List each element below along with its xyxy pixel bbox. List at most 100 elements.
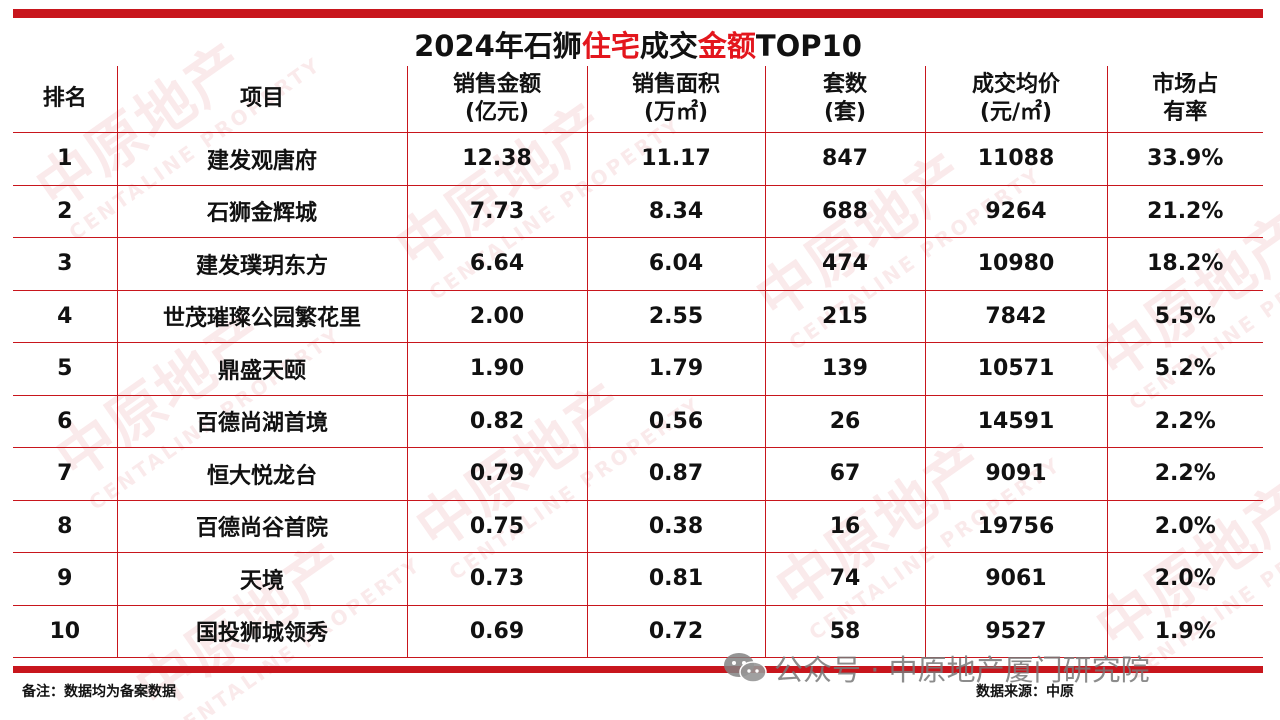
cell-sales-area: 0.87 [586, 447, 766, 501]
cell-project: 国投狮城领秀 [116, 604, 408, 658]
cell-sales-amount: 7.73 [406, 184, 588, 238]
page-title: 2024年石狮住宅成交金额TOP10 [13, 26, 1263, 66]
header-sales-amount: 销售金额 (亿元) [406, 66, 588, 133]
title-part: TOP10 [755, 29, 862, 63]
cell-units: 474 [764, 237, 926, 291]
cell-market-share: 2.2% [1106, 394, 1263, 448]
cell-project: 鼎盛天颐 [116, 342, 408, 396]
cell-rank: 5 [13, 342, 118, 396]
cell-units: 58 [764, 604, 926, 658]
cell-avg-price: 19756 [924, 499, 1108, 553]
cell-market-share: 21.2% [1106, 184, 1263, 238]
cell-avg-price: 9061 [924, 552, 1108, 606]
cell-project: 建发观唐府 [116, 132, 408, 186]
cell-market-share: 1.9% [1106, 604, 1263, 658]
cell-sales-amount: 12.38 [406, 132, 588, 186]
table-row: 6 百德尚湖首境 0.82 0.56 26 14591 2.2% [13, 394, 1263, 448]
table-row: 7 恒大悦龙台 0.79 0.87 67 9091 2.2% [13, 447, 1263, 501]
top-accent-bar [13, 9, 1263, 18]
cell-project: 恒大悦龙台 [116, 447, 408, 501]
cell-sales-area: 6.04 [586, 237, 766, 291]
footnote: 备注：数据均为备案数据 [22, 684, 176, 700]
title-highlight: 金额 [697, 29, 756, 63]
cell-avg-price: 9091 [924, 447, 1108, 501]
cell-units: 74 [764, 552, 926, 606]
cell-avg-price: 11088 [924, 132, 1108, 186]
cell-units: 688 [764, 184, 926, 238]
cell-sales-amount: 0.82 [406, 394, 588, 448]
table-row: 1 建发观唐府 12.38 11.17 847 11088 33.9% [13, 132, 1263, 186]
cell-sales-area: 11.17 [586, 132, 766, 186]
cell-rank: 9 [13, 552, 118, 606]
cell-sales-area: 1.79 [586, 342, 766, 396]
social-account: 公众号 · 中原地产厦门研究院 [722, 648, 1150, 688]
cell-sales-amount: 0.79 [406, 447, 588, 501]
cell-rank: 2 [13, 184, 118, 238]
cell-rank: 7 [13, 447, 118, 501]
cell-project: 百德尚湖首境 [116, 394, 408, 448]
header-units: 套数 (套) [764, 66, 926, 133]
cell-rank: 8 [13, 499, 118, 553]
cell-market-share: 5.2% [1106, 342, 1263, 396]
table-row: 5 鼎盛天颐 1.90 1.79 139 10571 5.2% [13, 342, 1263, 396]
title-part: 成交 [639, 29, 698, 63]
ranking-table: 排名 项目 销售金额 (亿元) 销售面积 (万㎡) 套数 (套) 成交均价 (元/㎡) … [13, 66, 1263, 658]
cell-market-share: 2.0% [1106, 552, 1263, 606]
cell-sales-area: 0.81 [586, 552, 766, 606]
cell-avg-price: 10980 [924, 237, 1108, 291]
cell-market-share: 33.9% [1106, 132, 1263, 186]
cell-project: 百德尚谷首院 [116, 499, 408, 553]
title-part: 2024年石狮 [414, 29, 582, 63]
header-market-share: 市场占 有率 [1106, 66, 1263, 133]
cell-rank: 10 [13, 604, 118, 658]
cell-sales-area: 8.34 [586, 184, 766, 238]
cell-rank: 6 [13, 394, 118, 448]
cell-sales-amount: 0.69 [406, 604, 588, 658]
social-label: 公众号 · 中原地产厦门研究院 [774, 653, 1150, 687]
cell-rank: 3 [13, 237, 118, 291]
cell-units: 847 [764, 132, 926, 186]
cell-sales-area: 0.56 [586, 394, 766, 448]
cell-project: 石狮金辉城 [116, 184, 408, 238]
cell-sales-amount: 2.00 [406, 289, 588, 343]
cell-avg-price: 10571 [924, 342, 1108, 396]
bottom-accent-bar [13, 666, 1263, 673]
table-row: 9 天境 0.73 0.81 74 9061 2.0% [13, 552, 1263, 606]
cell-avg-price: 9527 [924, 604, 1108, 658]
header-avg-price: 成交均价 (元/㎡) [924, 66, 1108, 133]
cell-project: 世茂璀璨公园繁花里 [116, 289, 408, 343]
table-row: 4 世茂璀璨公园繁花里 2.00 2.55 215 7842 5.5% [13, 289, 1263, 343]
wechat-icon [724, 653, 767, 683]
cell-project: 天境 [116, 552, 408, 606]
cell-sales-area: 0.38 [586, 499, 766, 553]
table-row: 10 国投狮城领秀 0.69 0.72 58 9527 1.9% [13, 604, 1263, 658]
table-header-row: 排名 项目 销售金额 (亿元) 销售面积 (万㎡) 套数 (套) 成交均价 (元/㎡) … [13, 66, 1263, 133]
cell-sales-area: 0.72 [586, 604, 766, 658]
cell-sales-area: 2.55 [586, 289, 766, 343]
cell-units: 67 [764, 447, 926, 501]
cell-market-share: 2.0% [1106, 499, 1263, 553]
cell-market-share: 5.5% [1106, 289, 1263, 343]
title-highlight: 住宅 [581, 29, 640, 63]
cell-market-share: 2.2% [1106, 447, 1263, 501]
header-project: 项目 [116, 66, 408, 133]
table-row: 2 石狮金辉城 7.73 8.34 688 9264 21.2% [13, 184, 1263, 238]
table-row: 3 建发璞玥东方 6.64 6.04 474 10980 18.2% [13, 237, 1263, 291]
cell-units: 215 [764, 289, 926, 343]
data-source: 数据来源：中原 [976, 684, 1074, 700]
cell-market-share: 18.2% [1106, 237, 1263, 291]
cell-units: 139 [764, 342, 926, 396]
cell-rank: 1 [13, 132, 118, 186]
header-rank: 排名 [13, 66, 118, 133]
cell-sales-amount: 0.75 [406, 499, 588, 553]
cell-rank: 4 [13, 289, 118, 343]
cell-sales-amount: 6.64 [406, 237, 588, 291]
cell-units: 26 [764, 394, 926, 448]
cell-sales-amount: 1.90 [406, 342, 588, 396]
table-row: 8 百德尚谷首院 0.75 0.38 16 19756 2.0% [13, 499, 1263, 553]
cell-avg-price: 9264 [924, 184, 1108, 238]
cell-project: 建发璞玥东方 [116, 237, 408, 291]
cell-avg-price: 7842 [924, 289, 1108, 343]
header-sales-area: 销售面积 (万㎡) [586, 66, 766, 133]
cell-sales-amount: 0.73 [406, 552, 588, 606]
